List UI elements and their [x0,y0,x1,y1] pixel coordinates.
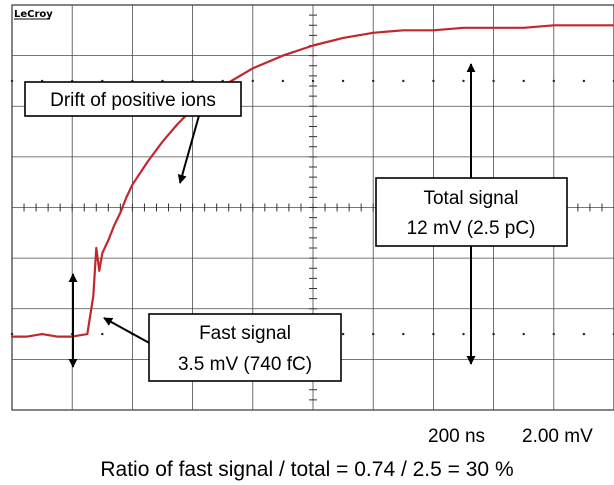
drift-annotation: Drift of positive ions [24,81,242,184]
total-box [375,177,568,247]
reference-dot [552,332,555,336]
reference-dot [582,332,586,336]
vertical-scale-readout: 2.00 mV [522,426,593,447]
reference-dot [432,79,435,83]
reference-dot [432,332,435,336]
reference-dot [492,79,495,83]
fast-box [148,313,342,382]
reference-dot [311,79,315,83]
drift-arrow [177,111,201,184]
reference-dot [402,79,405,83]
reference-dot [10,79,14,83]
fast-label-line1: Fast signal [199,323,291,344]
reference-dot [251,79,254,83]
reference-dot [372,332,375,336]
reference-dot [552,79,555,83]
scope-brand-label: LeCroy [14,9,53,20]
total-annotation: Total signal 12 mV (2.5 pC) [375,63,568,365]
reference-dot [522,332,525,336]
reference-dot [462,79,465,83]
drift-box [24,81,242,117]
trace-group [10,24,614,338]
drift-label: Drift of positive ions [50,90,216,111]
reference-dot [341,79,345,83]
reference-dot [341,332,345,336]
reference-dot [522,79,525,83]
signal-trace [10,24,614,338]
reference-dot [101,332,104,336]
timebase-readout: 200 ns [428,426,485,447]
reference-dot [462,332,465,336]
reference-dot [10,332,14,336]
fast-pointer-arrow [103,317,154,346]
ratio-caption: Ratio of fast signal / total = 0.74 / 2.… [100,458,513,481]
reference-dot [402,332,405,336]
fast-annotation: Fast signal 3.5 mV (740 fC) [68,273,342,382]
total-label-line1: Total signal [423,188,518,209]
reference-dot [372,79,375,83]
reference-dot [492,332,495,336]
total-label-line2: 12 mV (2.5 pC) [407,218,536,239]
reference-dot [281,79,285,83]
fast-label-line2: 3.5 mV (740 fC) [178,354,312,375]
reference-dot [582,79,586,83]
